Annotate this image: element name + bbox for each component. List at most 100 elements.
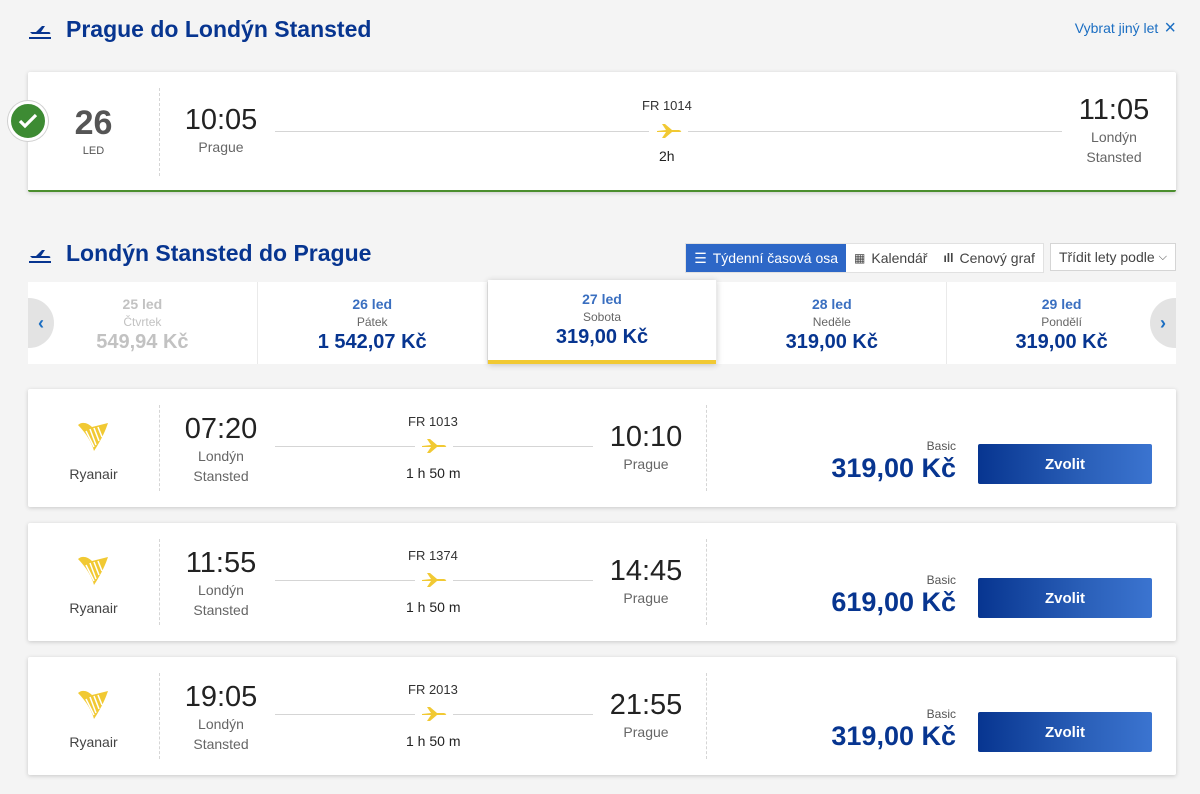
date-option[interactable]: 25 led Čtvrtek 549,94 Kč <box>28 282 258 364</box>
ryanair-harp-logo <box>77 556 108 585</box>
arrival-city: Prague <box>623 590 669 606</box>
flight-price: 619,00 Kč <box>831 587 956 617</box>
inbound-title: Londýn Stansted do Prague <box>66 240 372 266</box>
divider <box>706 405 707 491</box>
flight-price: 319,00 Kč <box>831 453 956 483</box>
departure-time: 10:05 <box>184 104 258 136</box>
airline-name: Ryanair <box>69 466 118 482</box>
airline-name: Ryanair <box>69 734 118 750</box>
date-option-day: Neděle <box>812 315 851 329</box>
departure-city-line1: Londýn <box>198 448 244 464</box>
flight-date-day: 26 <box>74 104 113 142</box>
arrival-time: 21:55 <box>609 689 683 721</box>
flight-duration: 1 h 50 m <box>406 599 461 615</box>
weekly-timeline-button[interactable]: ☰ Týdenní časová osa <box>686 244 847 272</box>
arrival-city-line2: Stansted <box>1086 149 1142 165</box>
fare-type: Basic <box>926 707 956 721</box>
route-line-left <box>275 446 415 447</box>
departure-block: 10:05 Prague <box>180 104 262 157</box>
arrival-block: 11:05 Londýn Stansted <box>1074 94 1154 167</box>
date-option-label: 28 led <box>811 296 852 312</box>
date-option[interactable]: 26 led Pátek 1 542,07 Kč <box>257 282 488 364</box>
date-option-price: 319,00 Kč <box>555 326 649 348</box>
check-icon <box>8 101 48 141</box>
date-option-price: 319,00 Kč <box>785 331 878 353</box>
date-option-selected[interactable]: 27 led Sobota 319,00 Kč <box>487 280 718 364</box>
date-option-day: Sobota <box>582 310 622 324</box>
arrival-block: 10:10 Prague <box>606 421 686 474</box>
change-flight-link[interactable]: Vybrat jiný let × <box>1074 17 1176 39</box>
date-option-price: 549,94 Kč <box>96 331 189 353</box>
airline-block: Ryanair <box>28 539 160 625</box>
arrival-block: 14:45 Prague <box>606 555 686 608</box>
flight-number: FR 2013 <box>408 682 458 697</box>
date-option-label: 25 led <box>122 296 163 312</box>
flight-number: FR 1374 <box>408 548 458 563</box>
calendar-icon: ▦ <box>854 251 866 265</box>
plane-takeoff-icon <box>29 25 51 39</box>
plane-icon <box>422 707 447 721</box>
divider <box>706 539 707 625</box>
departure-block: 19:05 Londýn Stansted <box>180 681 262 754</box>
route-line-left <box>275 131 649 132</box>
route-line-left <box>275 580 415 581</box>
flight-row: Ryanair 07:20 Londýn Stansted FR 1013 1 … <box>28 389 1176 507</box>
select-flight-button[interactable]: Zvolit <box>978 712 1152 752</box>
date-option-label: 26 led <box>352 296 393 312</box>
divider <box>706 673 707 759</box>
price-graph-label: Cenový graf <box>959 250 1035 266</box>
fare-type: Basic <box>926 573 956 587</box>
date-option[interactable]: 29 led Pondělí 319,00 Kč <box>947 282 1176 364</box>
flight-price: 319,00 Kč <box>831 721 956 751</box>
flight-date: 26 LED <box>28 88 160 176</box>
departure-city-line2: Stansted <box>193 736 249 752</box>
outbound-header: Prague do Londýn Stansted <box>28 16 371 43</box>
plane-icon <box>422 439 447 453</box>
date-option-label: 27 led <box>582 291 622 307</box>
date-option-price: 319,00 Kč <box>1015 331 1108 353</box>
view-toggle-group: ☰ Týdenní časová osa ▦ Kalendář ıll Ceno… <box>685 243 1044 273</box>
bar-chart-icon: ıll <box>943 251 954 265</box>
date-option[interactable]: 28 led Neděle 319,00 Kč <box>717 282 948 364</box>
sort-label: Třídit lety podle <box>1058 249 1155 265</box>
select-flight-button[interactable]: Zvolit <box>978 444 1152 484</box>
flight-duration: 1 h 50 m <box>406 733 461 749</box>
flight-row: Ryanair 19:05 Londýn Stansted FR 2013 1 … <box>28 657 1176 775</box>
departure-block: 07:20 Londýn Stansted <box>180 413 262 486</box>
flight-duration: 2h <box>659 148 675 164</box>
flight-number: FR 1014 <box>642 98 692 113</box>
airline-name: Ryanair <box>69 600 118 616</box>
route-line-right <box>453 714 593 715</box>
price-graph-button[interactable]: ıll Cenový graf <box>935 244 1043 272</box>
route-line-right <box>453 446 593 447</box>
calendar-label: Kalendář <box>871 250 928 266</box>
airline-block: Ryanair <box>28 405 160 491</box>
fare-type: Basic <box>926 439 956 453</box>
select-flight-button[interactable]: Zvolit <box>978 578 1152 618</box>
close-icon: × <box>1164 17 1176 39</box>
route-line-right <box>453 580 593 581</box>
arrival-city-line1: Londýn <box>1091 129 1137 145</box>
flight-date-month: LED <box>82 145 105 157</box>
arrival-time: 11:05 <box>1078 94 1150 126</box>
departure-city-line1: Londýn <box>198 716 244 732</box>
change-flight-label: Vybrat jiný let <box>1074 20 1159 36</box>
chevron-down-icon: ⌵ <box>1158 250 1167 263</box>
date-option-price: 1 542,07 Kč <box>317 331 427 353</box>
departure-block: 11:55 Londýn Stansted <box>180 547 262 620</box>
flight-row: Ryanair 11:55 Londýn Stansted FR 1374 1 … <box>28 523 1176 641</box>
plane-takeoff-icon <box>29 249 51 263</box>
date-option-day: Pátek <box>356 315 388 329</box>
route-line-right <box>688 131 1062 132</box>
arrival-time: 14:45 <box>609 555 683 587</box>
sort-dropdown[interactable]: Třídit lety podle ⌵ <box>1049 243 1176 271</box>
departure-time: 11:55 <box>185 547 257 579</box>
airline-block: Ryanair <box>28 673 160 759</box>
ryanair-harp-logo <box>77 422 108 451</box>
flight-number: FR 1013 <box>408 414 458 429</box>
date-option-day: Pondělí <box>1041 315 1082 329</box>
plane-icon <box>657 124 682 138</box>
ryanair-harp-logo <box>77 690 108 719</box>
arrival-time: 10:10 <box>609 421 683 453</box>
calendar-button[interactable]: ▦ Kalendář <box>846 244 936 272</box>
